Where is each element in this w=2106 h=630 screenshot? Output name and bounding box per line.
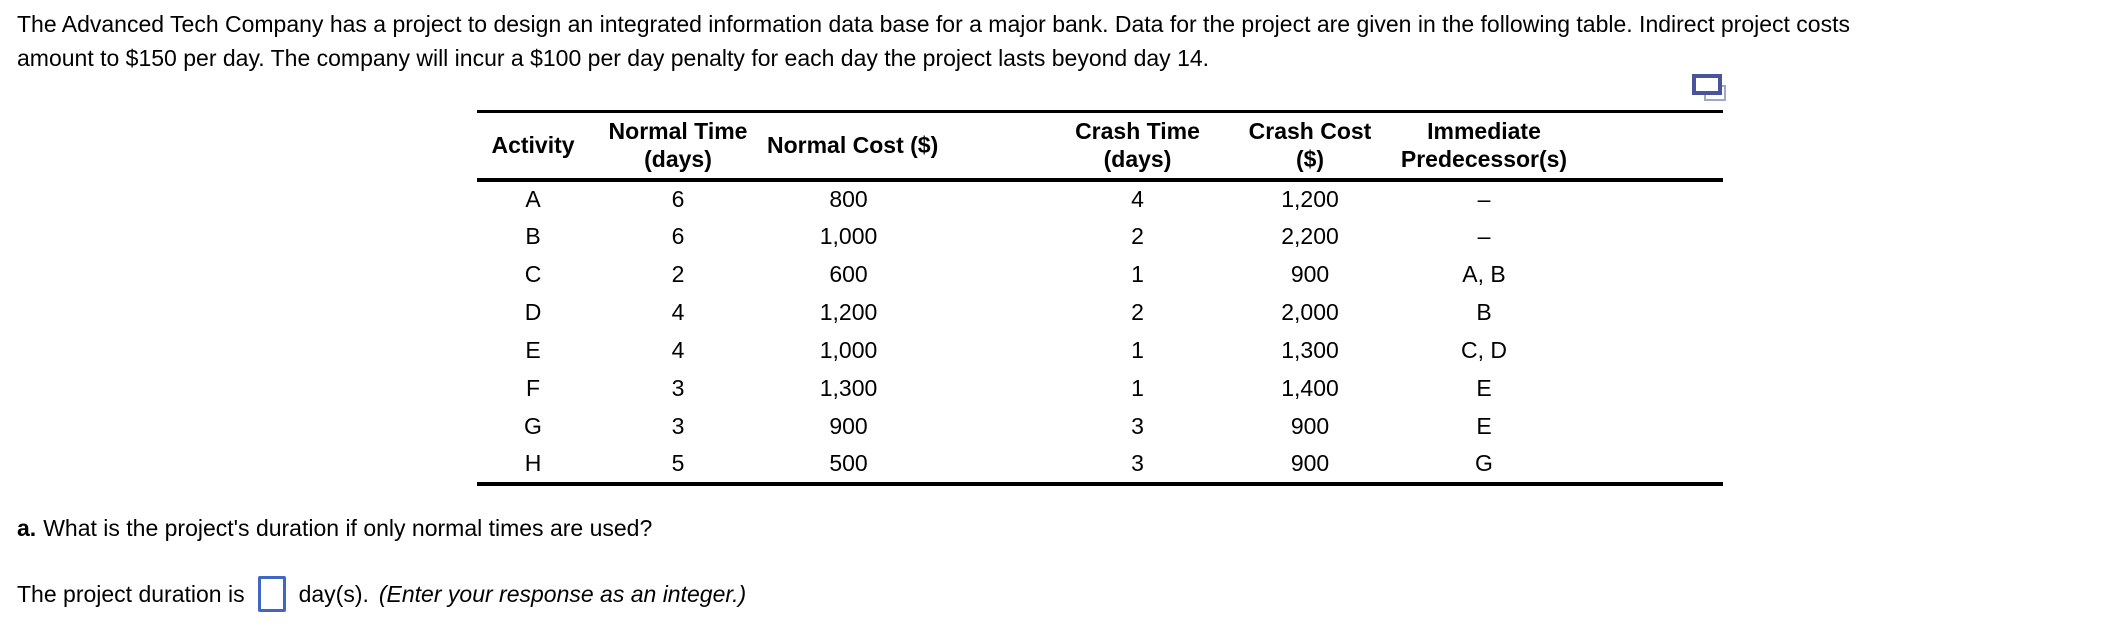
table-cell: 2,000: [1281, 299, 1339, 325]
copy-icon-front-rect: [1692, 74, 1722, 95]
table-cell: –: [1477, 186, 1491, 212]
answer-hint: (Enter your response as an integer.): [378, 580, 747, 607]
header-row: Activity Normal Time (days) Normal Cost …: [477, 111, 1723, 182]
copy-table-icon[interactable]: [1692, 74, 1730, 106]
column-header-crash-time: Crash Time (days): [930, 111, 1230, 182]
answer-prefix: The project duration is: [17, 580, 245, 607]
header-label: (days): [1103, 146, 1172, 173]
table-row: A 6 800 4 1,200 –: [477, 180, 1723, 218]
table-cell: G: [524, 413, 542, 439]
table-row: E 4 1,000 1 1,300 C, D: [477, 332, 1723, 370]
table-cell: C: [524, 261, 542, 287]
column-header-normal-time: Normal Time (days): [589, 111, 767, 182]
header-label: Crash Cost: [1248, 118, 1372, 145]
table-cell: 900: [1290, 413, 1330, 439]
table-cell: C, D: [1461, 337, 1507, 363]
table-cell: 2,200: [1281, 223, 1339, 249]
column-header-crash-cost: Crash Cost ($): [1230, 111, 1390, 182]
table-row: D 4 1,200 2 2,000 B: [477, 294, 1723, 332]
part-a-question: a. What is the project's duration if only…: [17, 515, 652, 542]
table-cell: 3: [671, 413, 685, 439]
table-cell: E: [1476, 375, 1492, 401]
table-cell: 6: [671, 223, 685, 249]
table-cell: 2: [1131, 223, 1144, 249]
duration-input[interactable]: [257, 576, 286, 612]
column-header-activity: Activity: [477, 111, 589, 182]
table-cell: H: [524, 450, 542, 476]
table-cell: A: [525, 186, 541, 212]
activity-table-header: Activity Normal Time (days) Normal Cost …: [477, 111, 1723, 182]
header-label: Activity: [491, 132, 575, 159]
table-row: G 3 900 3 900 E: [477, 408, 1723, 446]
column-header-immediate-predecessors: Immediate Predecessor(s): [1390, 111, 1723, 182]
table-cell: 4: [671, 299, 685, 325]
table-cell: 4: [1131, 186, 1144, 212]
table-cell: 5: [671, 450, 685, 476]
problem-line-1: The Advanced Tech Company has a project …: [17, 11, 1850, 37]
table-cell: 1,400: [1281, 375, 1339, 401]
table-cell: 900: [1290, 450, 1330, 476]
table-cell: 1,200: [1281, 186, 1339, 212]
part-a-text: What is the project's duration if only n…: [43, 515, 653, 541]
table-cell: 6: [671, 186, 685, 212]
table-cell: F: [525, 375, 541, 401]
table-cell: 3: [1131, 450, 1144, 476]
table-cell: 2: [671, 261, 685, 287]
table-row: C 2 600 1 900 A, B: [477, 256, 1723, 294]
table-cell: 1,300: [819, 375, 878, 401]
table-cell: 1: [1131, 261, 1144, 287]
column-header-normal-cost: Normal Cost ($): [767, 111, 939, 182]
table-cell: G: [1475, 450, 1493, 476]
table-row: H 5 500 3 900 G: [477, 446, 1723, 484]
table-cell: 1,000: [819, 223, 878, 249]
table-cell: 2: [1131, 299, 1144, 325]
answer-line: The project duration is day(s). (Enter y…: [17, 573, 746, 615]
table-cell: 500: [829, 450, 868, 476]
table-cell: 3: [1131, 413, 1144, 439]
table-cell: 1,300: [1281, 337, 1339, 363]
header-label: (days): [644, 146, 712, 173]
problem-line-2: amount to $150 per day. The company will…: [17, 45, 1210, 71]
table-cell: A, B: [1462, 261, 1506, 287]
table-cell: 1,000: [819, 337, 878, 363]
table-cell: 1: [1131, 375, 1144, 401]
header-label: Normal Cost ($): [767, 132, 939, 159]
header-label: Crash Time: [1075, 118, 1200, 145]
header-label: Immediate: [1427, 118, 1541, 145]
table-cell: 4: [671, 337, 685, 363]
activity-data-table: Activity Normal Time (days) Normal Cost …: [477, 110, 1723, 486]
table-cell: B: [525, 223, 541, 249]
header-label: Predecessor(s): [1400, 146, 1568, 173]
table-cell: –: [1477, 223, 1491, 249]
activity-table-body: A 6 800 4 1,200 – B 6 1,000 2 2,200 – C 2 600 1 900 A, B D…: [477, 180, 1723, 484]
table-cell: E: [525, 337, 541, 363]
table-cell: 1: [1131, 337, 1144, 363]
table-cell: 800: [829, 186, 868, 212]
answer-suffix: day(s).: [298, 580, 369, 607]
table-cell: 1,200: [819, 299, 878, 325]
table-cell: D: [524, 299, 542, 325]
table-cell: B: [1476, 299, 1492, 325]
part-a-label: a.: [17, 515, 37, 541]
header-label: Normal Time: [608, 118, 748, 145]
header-label: ($): [1295, 146, 1325, 173]
table-row: B 6 1,000 2 2,200 –: [477, 218, 1723, 256]
table-cell: 900: [1290, 261, 1330, 287]
table-cell: E: [1476, 413, 1492, 439]
table-cell: 900: [829, 413, 868, 439]
table-cell: 600: [829, 261, 868, 287]
problem-statement: The Advanced Tech Company has a project …: [17, 7, 2095, 75]
table-cell: 3: [671, 375, 685, 401]
table-row: F 3 1,300 1 1,400 E: [477, 370, 1723, 408]
